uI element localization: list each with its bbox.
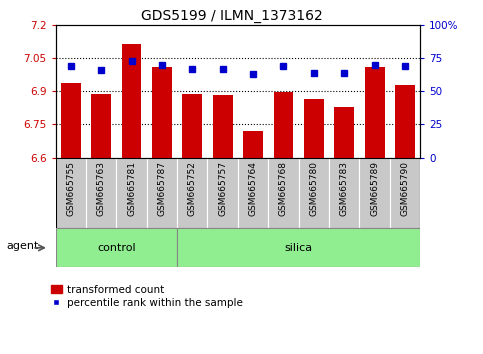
- Text: GSM665780: GSM665780: [309, 161, 318, 216]
- Text: GSM665783: GSM665783: [340, 161, 349, 216]
- Text: GSM665787: GSM665787: [157, 161, 167, 216]
- Bar: [359, 158, 390, 228]
- Bar: [213, 95, 232, 158]
- Bar: [61, 84, 81, 158]
- Bar: [116, 158, 147, 228]
- Text: GSM665789: GSM665789: [370, 161, 379, 216]
- Text: GSM665764: GSM665764: [249, 161, 257, 216]
- Bar: [122, 44, 142, 158]
- Bar: [298, 158, 329, 228]
- Text: GSM665768: GSM665768: [279, 161, 288, 216]
- Bar: [177, 228, 420, 267]
- Bar: [243, 131, 263, 158]
- Text: GSM665781: GSM665781: [127, 161, 136, 216]
- Bar: [183, 95, 202, 158]
- Text: control: control: [97, 243, 136, 253]
- Bar: [86, 158, 116, 228]
- Bar: [273, 92, 293, 158]
- Bar: [395, 85, 415, 158]
- Bar: [91, 95, 111, 158]
- Text: GSM665752: GSM665752: [188, 161, 197, 216]
- Text: GSM665763: GSM665763: [97, 161, 106, 216]
- Bar: [238, 158, 268, 228]
- Bar: [177, 158, 208, 228]
- Bar: [329, 158, 359, 228]
- Bar: [334, 107, 354, 158]
- Text: GSM665757: GSM665757: [218, 161, 227, 216]
- Bar: [152, 67, 172, 158]
- Text: silica: silica: [284, 243, 313, 253]
- Bar: [304, 99, 324, 158]
- Text: GDS5199 / ILMN_1373162: GDS5199 / ILMN_1373162: [141, 9, 323, 23]
- Bar: [365, 67, 384, 158]
- Bar: [56, 158, 86, 228]
- Legend: transformed count, percentile rank within the sample: transformed count, percentile rank withi…: [51, 285, 242, 308]
- Text: agent: agent: [7, 241, 39, 251]
- Bar: [268, 158, 298, 228]
- Bar: [390, 158, 420, 228]
- Text: GSM665755: GSM665755: [66, 161, 75, 216]
- Bar: [208, 158, 238, 228]
- Bar: [56, 228, 177, 267]
- Text: GSM665790: GSM665790: [400, 161, 410, 216]
- Bar: [147, 158, 177, 228]
